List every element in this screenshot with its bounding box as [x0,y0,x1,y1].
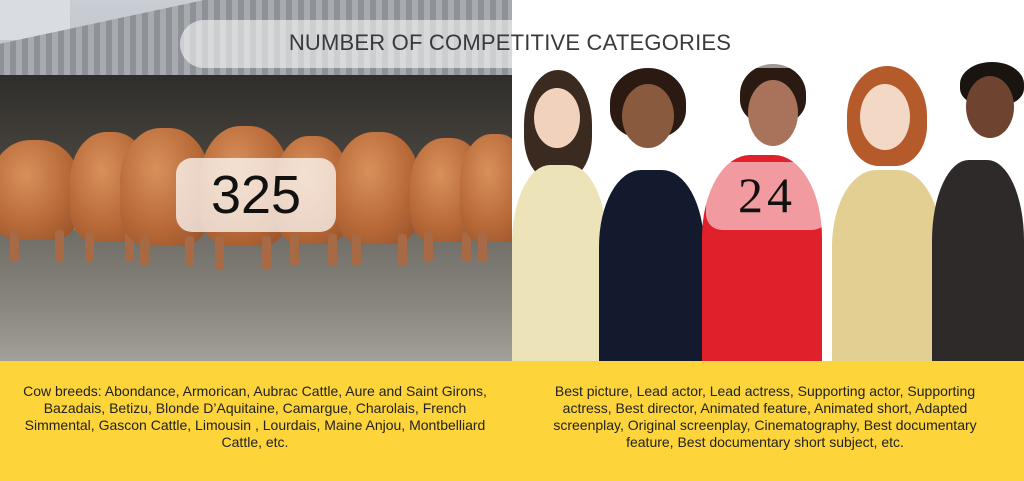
cow [460,134,512,242]
cow-leg [398,234,407,266]
cow-breeds-count: 325 [210,165,302,225]
person [594,0,704,361]
cow-leg [262,236,271,270]
cow-leg [352,234,361,266]
cow-leg [290,234,299,266]
title-banner [180,20,820,68]
cow-leg [215,236,224,270]
cow-leg [478,232,487,262]
cow-breeds-description: Cow breeds: Abondance, Armorican, Aubrac… [23,383,487,450]
cow [0,140,80,240]
award-categories-count: 24 [738,167,796,223]
cow-leg [424,232,433,262]
cow-leg [85,232,94,262]
award-categories-description: Best picture, Lead actor, Lead actress, … [553,383,977,450]
page-title: NUMBER OF COMPETITIVE CATEGORIES [288,30,732,55]
cow [335,132,420,244]
cow-leg [185,236,194,266]
person [822,0,942,361]
info-panel: Cow breeds: Abondance, Armorican, Aubrac… [0,361,1024,481]
cow-leg [140,236,149,266]
person [512,0,607,361]
right-count-badge [706,162,828,230]
person [932,0,1024,361]
cow-leg [462,232,471,262]
left-count-badge [176,158,336,232]
cow-leg [10,230,19,262]
photo-strip [0,0,1024,361]
cow-leg [55,230,64,262]
cow-leg [328,234,337,266]
cow-leg [125,232,134,262]
ground [0,230,512,361]
